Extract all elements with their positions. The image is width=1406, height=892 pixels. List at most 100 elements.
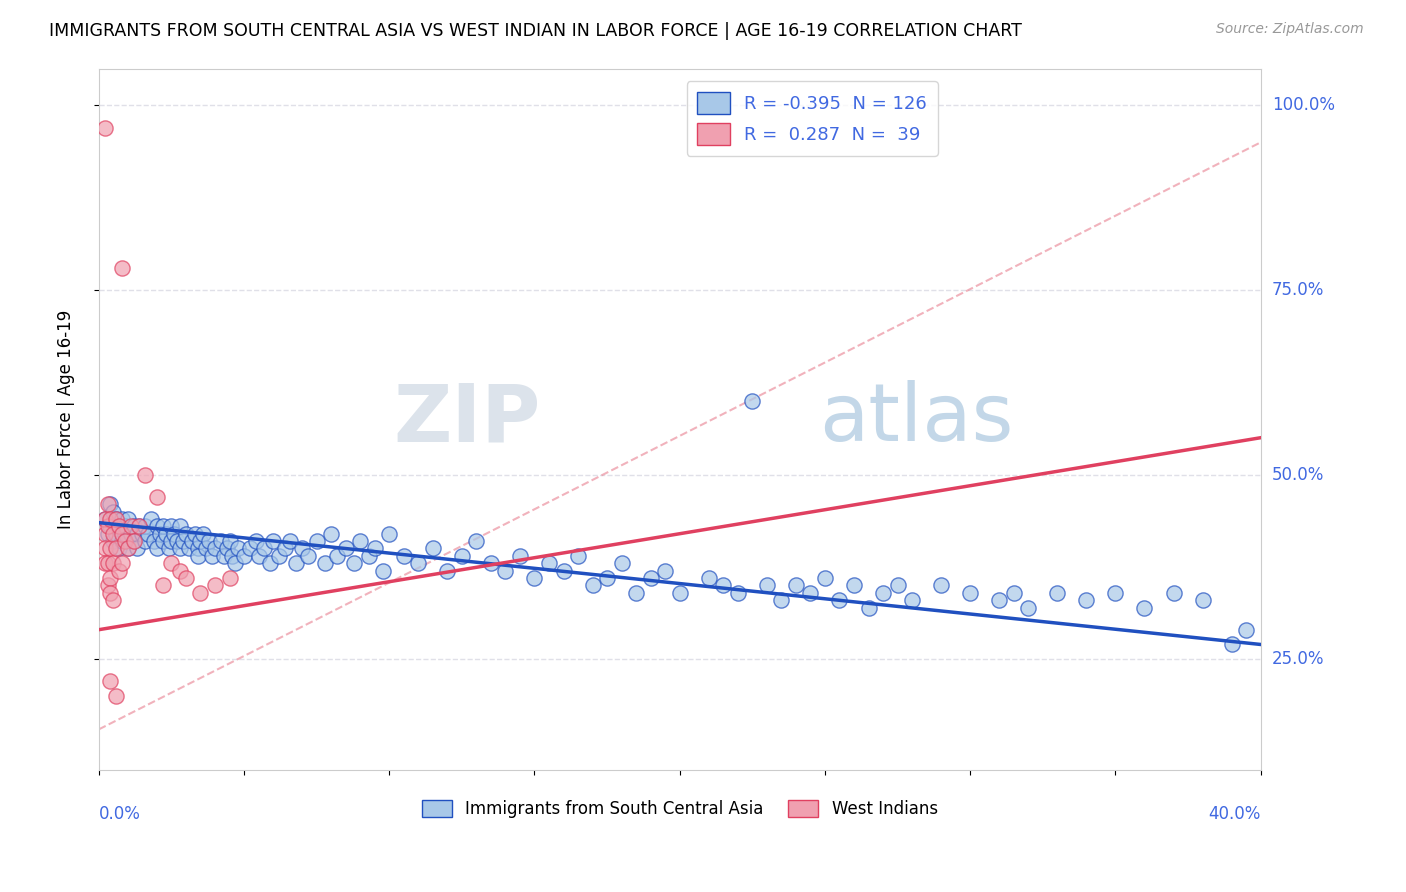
Point: [157, 541, 180, 556]
Text: IMMIGRANTS FROM SOUTH CENTRAL ASIA VS WEST INDIAN IN LABOR FORCE | AGE 16-19 COR: IMMIGRANTS FROM SOUTH CENTRAL ASIA VS WE…: [49, 22, 1022, 40]
Point: [146, 541, 169, 556]
Point: [103, 593, 125, 607]
Point: [108, 519, 131, 533]
Point: [160, 534, 183, 549]
Point: [326, 549, 349, 563]
Point: [152, 578, 174, 592]
Point: [108, 541, 131, 556]
Point: [305, 534, 328, 549]
Point: [103, 534, 125, 549]
Point: [392, 549, 415, 563]
Point: [262, 534, 284, 549]
Point: [155, 526, 177, 541]
Point: [321, 526, 343, 541]
Point: [105, 512, 128, 526]
Text: 100.0%: 100.0%: [1272, 96, 1334, 114]
Point: [297, 549, 319, 563]
Point: [221, 549, 243, 563]
Point: [139, 512, 162, 526]
Point: [1133, 600, 1156, 615]
Point: [610, 556, 633, 570]
Point: [100, 512, 122, 526]
Point: [103, 526, 125, 541]
Legend: Immigrants from South Central Asia, West Indians: Immigrants from South Central Asia, West…: [415, 793, 945, 825]
Text: atlas: atlas: [820, 380, 1014, 458]
Point: [212, 549, 235, 563]
Text: 50.0%: 50.0%: [1272, 466, 1324, 483]
Point: [111, 526, 134, 541]
Point: [100, 541, 122, 556]
Point: [190, 586, 212, 600]
Point: [727, 586, 749, 600]
Point: [111, 512, 134, 526]
Point: [209, 534, 232, 549]
Point: [100, 571, 122, 585]
Point: [785, 578, 807, 592]
Point: [120, 526, 142, 541]
Point: [169, 564, 191, 578]
Point: [204, 578, 226, 592]
Point: [93, 512, 115, 526]
Point: [93, 556, 115, 570]
Point: [105, 541, 128, 556]
Point: [122, 519, 145, 533]
Point: [886, 578, 908, 592]
Point: [828, 593, 851, 607]
Point: [169, 519, 191, 533]
Point: [96, 519, 118, 533]
Point: [422, 541, 444, 556]
Point: [93, 541, 115, 556]
Point: [697, 571, 720, 585]
Point: [581, 578, 603, 592]
Point: [596, 571, 619, 585]
Point: [218, 534, 240, 549]
Point: [122, 534, 145, 549]
Point: [451, 549, 474, 563]
Point: [408, 556, 430, 570]
Point: [537, 556, 560, 570]
Point: [1046, 586, 1069, 600]
Point: [93, 120, 115, 135]
Point: [436, 564, 458, 578]
Point: [1163, 586, 1185, 600]
Point: [247, 549, 270, 563]
Text: 0.0%: 0.0%: [98, 805, 141, 823]
Point: [842, 578, 865, 592]
Point: [799, 586, 821, 600]
Point: [259, 556, 281, 570]
Point: [149, 526, 172, 541]
Point: [174, 571, 197, 585]
Point: [136, 526, 159, 541]
Point: [93, 512, 115, 526]
Point: [163, 526, 186, 541]
Point: [160, 519, 183, 533]
Point: [349, 534, 371, 549]
Point: [280, 534, 302, 549]
Point: [959, 586, 981, 600]
Point: [166, 534, 188, 549]
Point: [711, 578, 734, 592]
Point: [872, 586, 894, 600]
Point: [1076, 593, 1098, 607]
Text: 40.0%: 40.0%: [1208, 805, 1261, 823]
Point: [204, 541, 226, 556]
Point: [114, 534, 136, 549]
Point: [100, 519, 122, 533]
Point: [1002, 586, 1025, 600]
Point: [553, 564, 575, 578]
Point: [314, 556, 336, 570]
Point: [509, 549, 531, 563]
Text: Source: ZipAtlas.com: Source: ZipAtlas.com: [1216, 22, 1364, 37]
Point: [193, 526, 215, 541]
Point: [117, 512, 139, 526]
Point: [858, 600, 880, 615]
Text: ZIP: ZIP: [394, 380, 540, 458]
Point: [285, 556, 308, 570]
Point: [152, 534, 174, 549]
Point: [1191, 593, 1213, 607]
Point: [245, 534, 267, 549]
Point: [814, 571, 837, 585]
Point: [267, 549, 290, 563]
Point: [111, 534, 134, 549]
Point: [177, 541, 200, 556]
